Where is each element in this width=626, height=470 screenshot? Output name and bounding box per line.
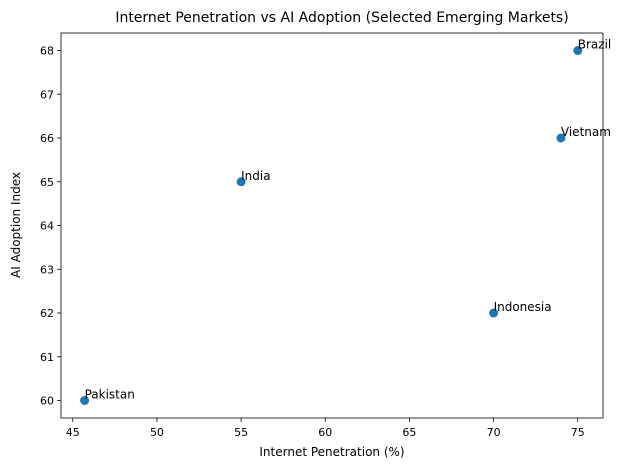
point bbox=[236, 177, 246, 187]
y-tick-label: 66 bbox=[40, 132, 54, 145]
y-tick-label: 67 bbox=[40, 88, 54, 101]
y-axis-label: AI Adoption Index bbox=[9, 172, 23, 278]
plot-frame bbox=[60, 32, 604, 419]
point-label: Indonesia bbox=[494, 300, 552, 314]
point bbox=[489, 308, 499, 318]
point bbox=[80, 396, 90, 405]
y-tick-label: 65 bbox=[40, 176, 54, 189]
y-tick-label: 62 bbox=[40, 307, 54, 320]
x-tick-label: 75 bbox=[571, 426, 585, 439]
y-tick-label: 68 bbox=[40, 45, 54, 58]
x-tick-label: 55 bbox=[234, 426, 248, 439]
point-label: Pakistan bbox=[85, 388, 135, 402]
x-tick-label: 50 bbox=[150, 426, 164, 439]
y-tick-label: 60 bbox=[40, 395, 54, 408]
x-axis-label: Internet Penetration (%) bbox=[259, 445, 404, 459]
y-tick-label: 64 bbox=[40, 220, 54, 233]
y-tick-label: 61 bbox=[40, 351, 54, 364]
point bbox=[556, 133, 566, 143]
x-tick-label: 70 bbox=[487, 426, 501, 439]
point-label: Vietnam bbox=[561, 125, 611, 139]
point bbox=[573, 46, 583, 55]
point-label: India bbox=[241, 169, 270, 183]
y-tick-label: 63 bbox=[40, 263, 54, 276]
point-label: Brazil bbox=[578, 38, 612, 52]
x-tick-label: 65 bbox=[402, 426, 416, 439]
chart-title: Internet Penetration vs AI Adoption (Sel… bbox=[115, 10, 568, 26]
x-tick-label: 45 bbox=[66, 426, 80, 439]
x-tick-label: 60 bbox=[318, 426, 332, 439]
